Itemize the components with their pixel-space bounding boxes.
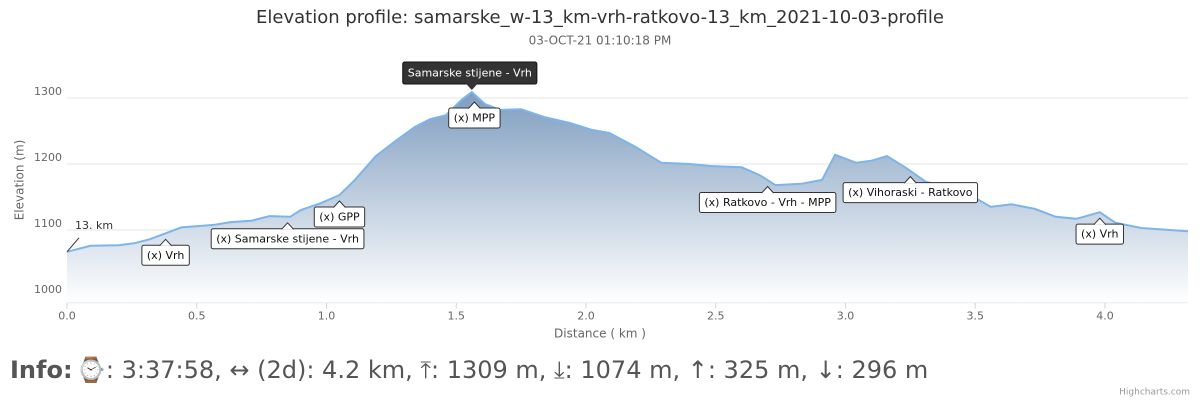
- annotation-pointer: [468, 101, 481, 109]
- annotation: (x) GPP: [313, 200, 366, 228]
- y-tick-label: 1000: [34, 283, 62, 296]
- credits[interactable]: Highcharts.com: [1119, 388, 1190, 398]
- x-tick-label: 0.0: [58, 310, 76, 323]
- annotation-label: (x) MPP: [454, 112, 496, 125]
- y-axis-title: Elevation (m): [13, 140, 27, 221]
- annotation-pointer: [761, 185, 774, 194]
- annotation-pointer: [159, 238, 172, 247]
- tooltip-pointer: [465, 83, 478, 91]
- annotation-label: (x) Samarske stijene - Vrh: [216, 232, 359, 245]
- x-tick-label: 3.0: [837, 310, 855, 323]
- annotation-pointer: [281, 222, 294, 230]
- start-label-connector: [66, 237, 80, 253]
- tooltip: Samarske stijene - Vrh: [402, 61, 538, 91]
- x-tick-label: 3.5: [966, 310, 984, 323]
- annotation-pointer: [1093, 217, 1107, 226]
- annotation-label: (x) Vihoraski - Ratkovo: [848, 186, 973, 199]
- annotation: (x) Ratkovo - Vrh - MPP: [698, 185, 837, 213]
- x-tick-label: 2.5: [707, 310, 725, 323]
- x-tick-label: 4.0: [1096, 310, 1114, 323]
- info-label: Info:: [10, 356, 73, 384]
- x-tick-label: 0.5: [188, 310, 206, 323]
- x-tick-label: 1.5: [447, 310, 465, 323]
- annotation: (x) Vihoraski - Ratkovo: [842, 175, 979, 204]
- annotation-pointer: [903, 175, 917, 184]
- area-fill: [67, 92, 1188, 303]
- y-tick-label: 1200: [34, 151, 62, 164]
- y-tick-label: 1300: [34, 85, 62, 98]
- annotation: (x) Vrh: [1075, 217, 1124, 245]
- chart-subtitle: 03-OCT-21 01:10:18 PM: [529, 34, 672, 48]
- y-tick-label: 1100: [34, 217, 62, 230]
- chart-title: Elevation profile: samarske_w-13_km-vrh-…: [256, 7, 944, 28]
- x-tick-label: 2.0: [577, 310, 595, 323]
- x-axis-title: Distance ( km ): [554, 327, 646, 341]
- info-text: ⌚: 3:37:58, ↔ (2d): 4.2 km, ⤒: 1309 m, ⤓…: [76, 356, 928, 384]
- annotation: (x) MPP: [448, 101, 501, 129]
- start-label: 13. km: [75, 219, 113, 232]
- annotation-label: (x) Vrh: [1081, 228, 1118, 241]
- annotation: (x) Vrh: [141, 238, 190, 266]
- annotation-label: (x) GPP: [319, 211, 360, 224]
- annotation-label: (x) Vrh: [147, 249, 184, 262]
- annotation-label: (x) Ratkovo - Vrh - MPP: [704, 196, 831, 209]
- annotation-pointer: [333, 200, 346, 208]
- x-tick-label: 1.0: [318, 310, 336, 323]
- annotation: (x) Samarske stijene - Vrh: [210, 222, 365, 250]
- tooltip-label: Samarske stijene - Vrh: [408, 67, 532, 80]
